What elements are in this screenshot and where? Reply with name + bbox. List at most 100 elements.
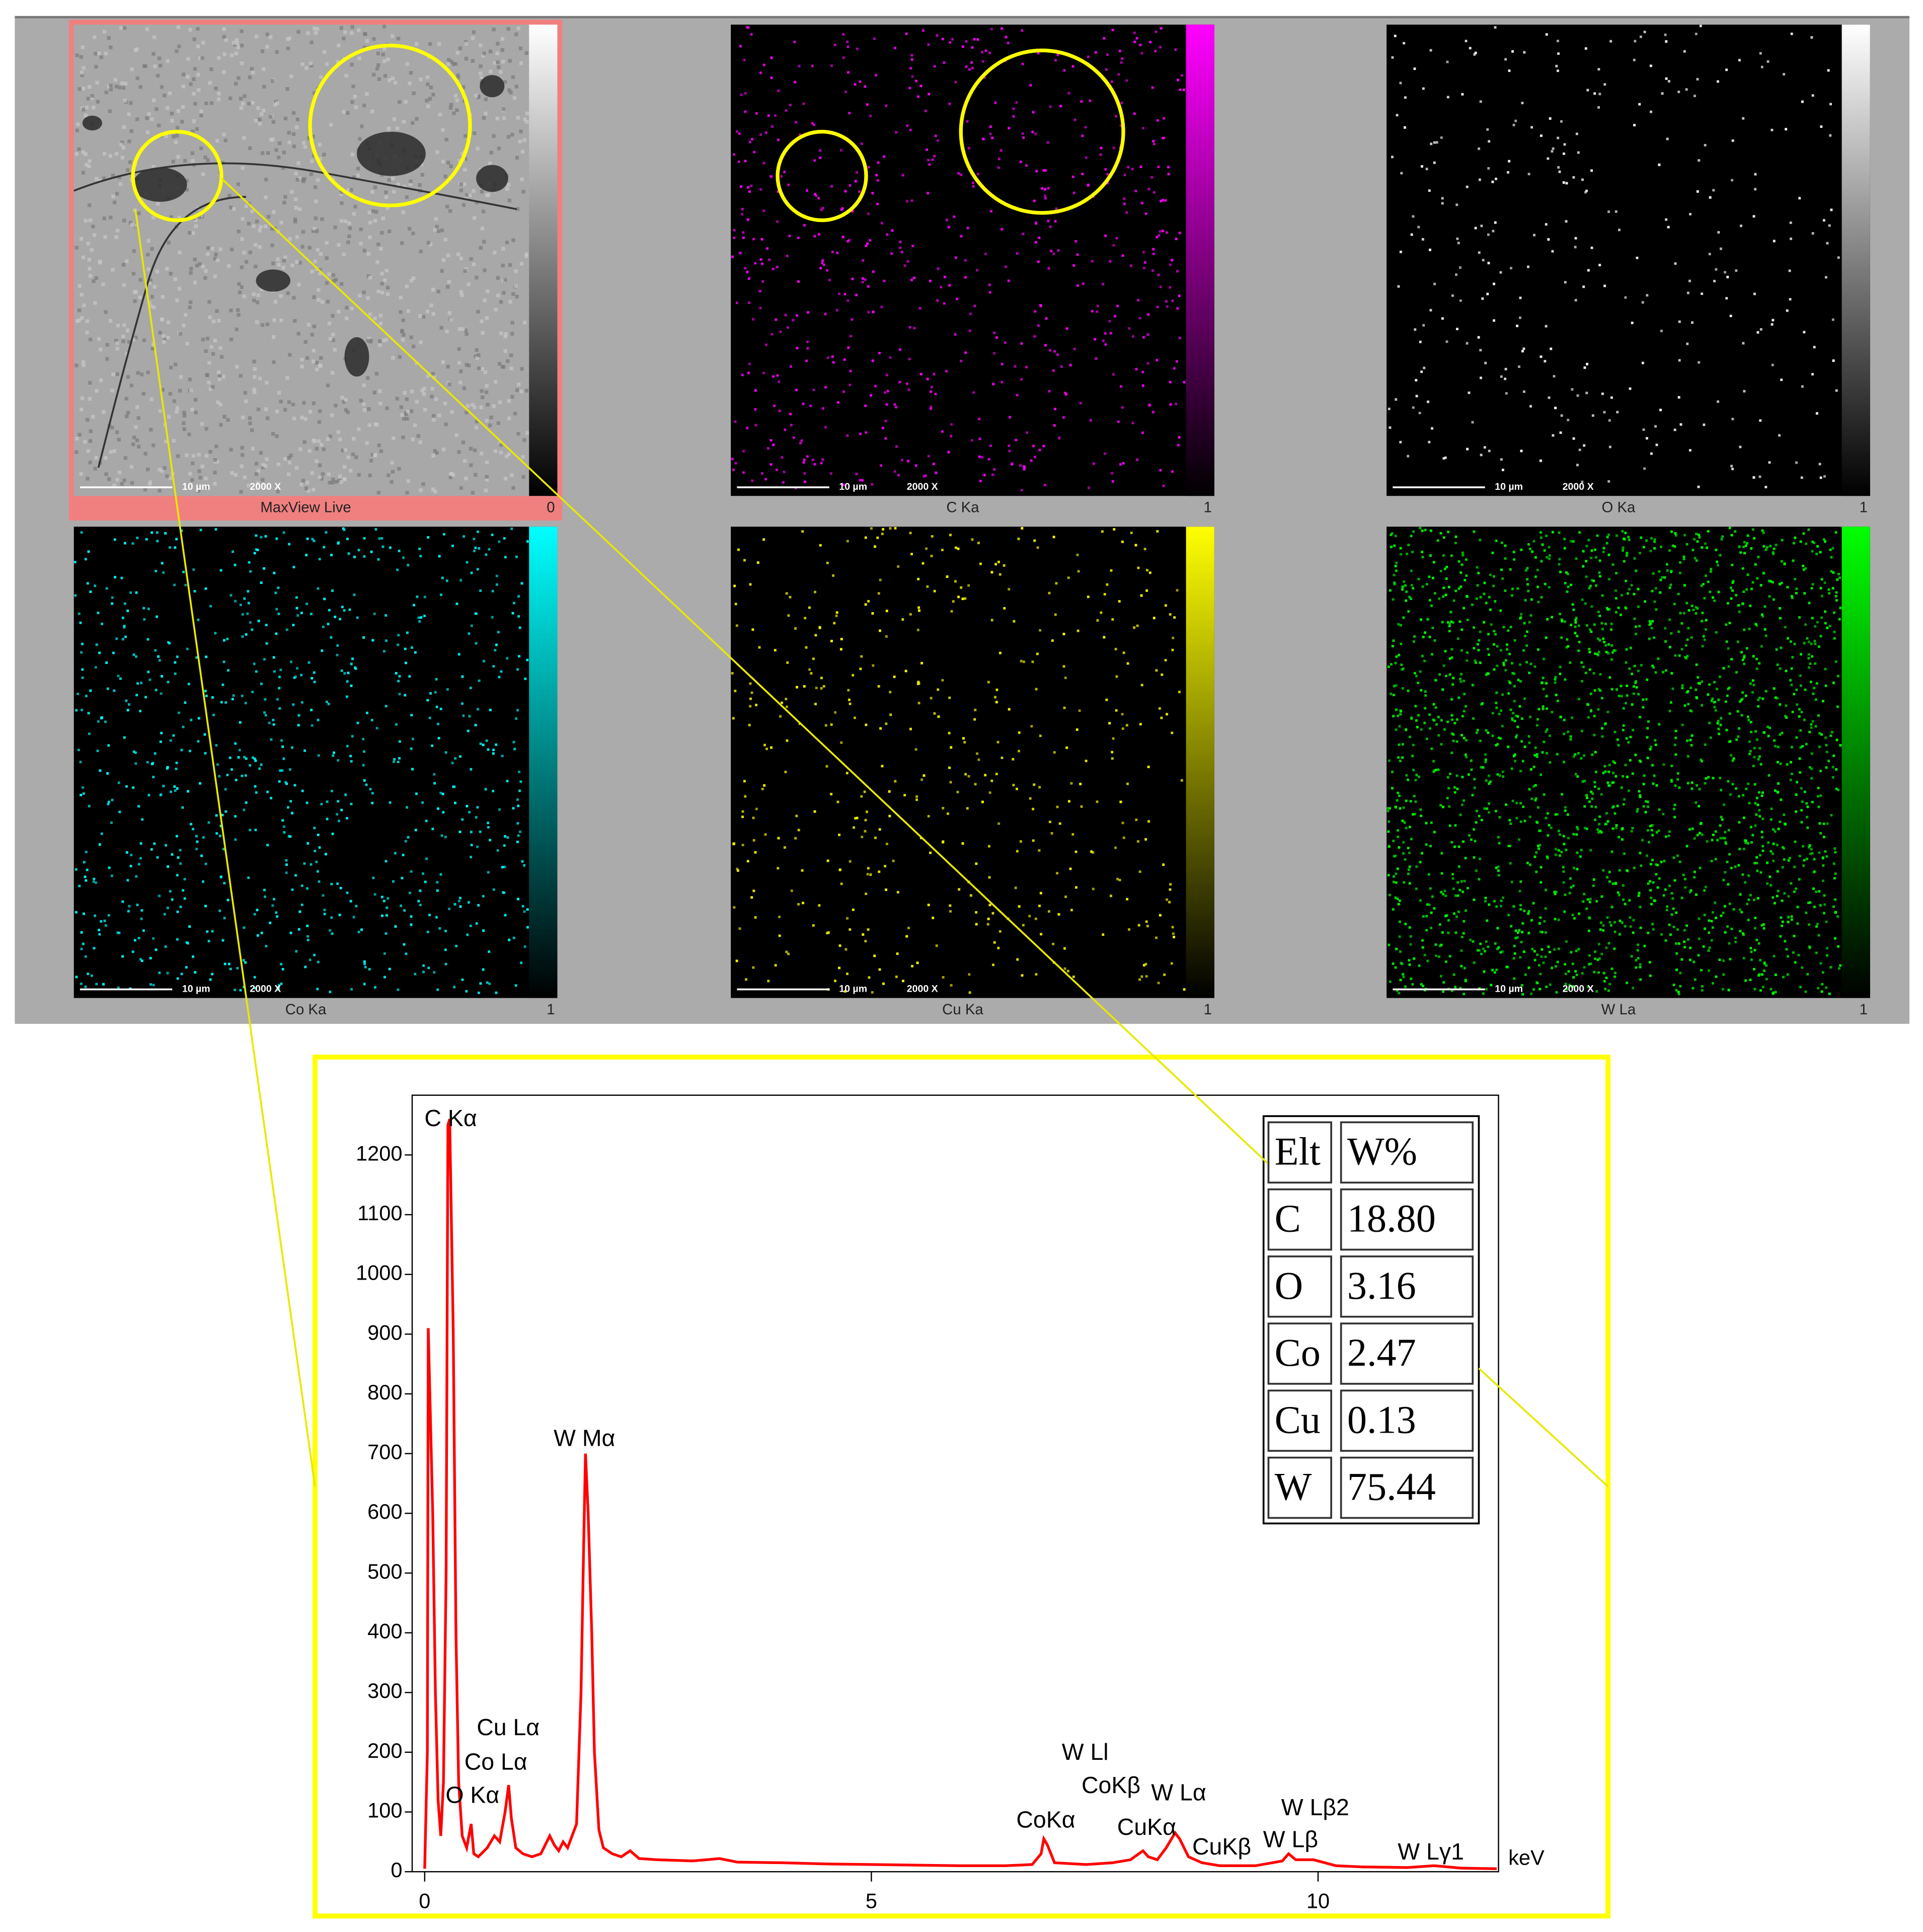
texture: [186, 57, 190, 61]
texture: [121, 334, 125, 338]
map-dot: [1440, 943, 1443, 946]
texture: [189, 271, 193, 275]
map-dot: [1152, 191, 1156, 194]
texture: [255, 320, 259, 324]
map-dot: [1013, 620, 1016, 623]
map-dot: [1583, 444, 1586, 447]
texture: [271, 432, 275, 436]
map-dot: [872, 270, 875, 273]
map-dot: [1435, 954, 1438, 957]
map-dot: [342, 527, 345, 530]
map-dot: [1818, 851, 1821, 854]
map-dot: [292, 566, 295, 568]
texture: [339, 480, 343, 484]
texture: [203, 276, 207, 280]
texture: [197, 215, 201, 219]
map-dot: [1062, 633, 1065, 635]
texture: [374, 210, 378, 214]
texture: [264, 178, 268, 182]
map-dot: [224, 788, 227, 791]
map-dot: [422, 964, 425, 967]
map-dot: [1763, 628, 1766, 631]
map-dot: [1500, 375, 1503, 378]
map-dot: [1762, 572, 1765, 575]
map-dot: [826, 859, 829, 862]
map-dot: [918, 609, 920, 612]
map-dot: [761, 787, 764, 790]
map-dot: [277, 613, 280, 615]
map-dot: [880, 306, 883, 309]
map-dot: [1565, 646, 1568, 649]
map-dot: [804, 617, 807, 620]
map-dot: [865, 431, 868, 434]
map-dot: [924, 474, 927, 477]
map-dot: [1056, 805, 1059, 808]
map-dot: [476, 845, 479, 848]
map-dot: [1666, 137, 1669, 140]
map-dot: [1032, 839, 1035, 842]
map-dot: [868, 976, 871, 979]
texture: [213, 471, 217, 475]
map-dot: [824, 386, 827, 389]
map-dot: [410, 747, 413, 750]
map-dot: [1444, 675, 1447, 678]
texture: [90, 248, 94, 252]
map-dot: [1709, 570, 1712, 573]
map-dot: [1450, 752, 1453, 754]
map-dot: [123, 602, 126, 605]
texture: [289, 454, 293, 458]
map-dot: [1753, 949, 1756, 951]
map-dot: [216, 763, 219, 766]
map-dot: [903, 794, 906, 797]
map-dot: [1818, 746, 1821, 749]
texture: [211, 352, 215, 356]
map-dot: [794, 627, 797, 630]
map-dot: [162, 785, 165, 787]
map-dot: [108, 866, 111, 869]
texture: [199, 109, 203, 113]
map-dot: [1152, 252, 1155, 255]
map-dot: [1462, 890, 1465, 894]
map-dot: [1574, 618, 1577, 621]
map-dot: [1096, 310, 1099, 313]
map-dot: [1668, 830, 1671, 833]
texture: [368, 312, 372, 317]
map-dot: [1466, 651, 1469, 654]
map-dot: [144, 696, 147, 699]
map-dot: [244, 961, 247, 964]
map-dot: [436, 881, 439, 884]
texture: [259, 451, 263, 455]
map-dot: [772, 267, 775, 270]
map-dot: [1433, 141, 1436, 144]
texture: [88, 159, 92, 163]
map-dot: [1584, 827, 1586, 830]
map-dot: [1746, 715, 1749, 718]
map-dot: [1677, 91, 1680, 93]
map-dot: [249, 570, 252, 573]
map-dot: [976, 173, 979, 176]
map-dot: [477, 991, 480, 994]
map-dot: [500, 670, 503, 673]
texture: [524, 51, 528, 55]
texture: [339, 26, 343, 30]
texture: [261, 465, 265, 470]
map-dot: [777, 837, 780, 840]
texture: [433, 489, 437, 494]
map-dot: [1421, 238, 1424, 241]
map-dot: [1104, 343, 1107, 346]
map-dot: [777, 138, 780, 141]
map-dot: [1060, 365, 1063, 368]
map-dot: [317, 754, 320, 757]
map-dot: [993, 331, 996, 334]
texture: [254, 472, 259, 476]
map-dot: [1100, 146, 1103, 150]
map-dot: [859, 479, 862, 482]
texture: [134, 425, 138, 429]
map-dot: [1407, 689, 1410, 692]
texture: [90, 96, 94, 100]
texture: [262, 67, 266, 71]
map-dot: [1134, 189, 1137, 192]
map-dot: [1690, 734, 1694, 737]
map-dot: [1442, 554, 1445, 557]
map-dot: [810, 672, 813, 675]
